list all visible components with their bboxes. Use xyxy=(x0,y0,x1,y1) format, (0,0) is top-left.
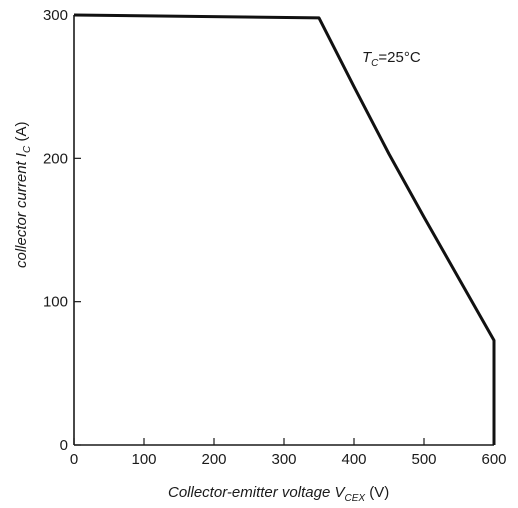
x-axis-label: Collector-emitter voltage VCEX (V) xyxy=(168,484,389,504)
soa-curve xyxy=(73,13,496,445)
annotation-tc: TC=25°C xyxy=(362,49,421,69)
x-tick-label: 600 xyxy=(481,451,506,468)
y-axis-label: collector current IC (A) xyxy=(13,122,33,268)
y-tick-label: 200 xyxy=(43,150,68,167)
y-tick-label: 300 xyxy=(43,7,68,24)
x-tick-label: 0 xyxy=(70,451,78,468)
x-tick-label: 500 xyxy=(411,451,436,468)
x-tick-label: 200 xyxy=(201,451,226,468)
x-tick-label: 400 xyxy=(341,451,366,468)
x-tick-label: 300 xyxy=(271,451,296,468)
y-tick-label: 100 xyxy=(43,294,68,311)
y-tick-label: 0 xyxy=(60,437,68,454)
x-tick-label: 100 xyxy=(131,451,156,468)
